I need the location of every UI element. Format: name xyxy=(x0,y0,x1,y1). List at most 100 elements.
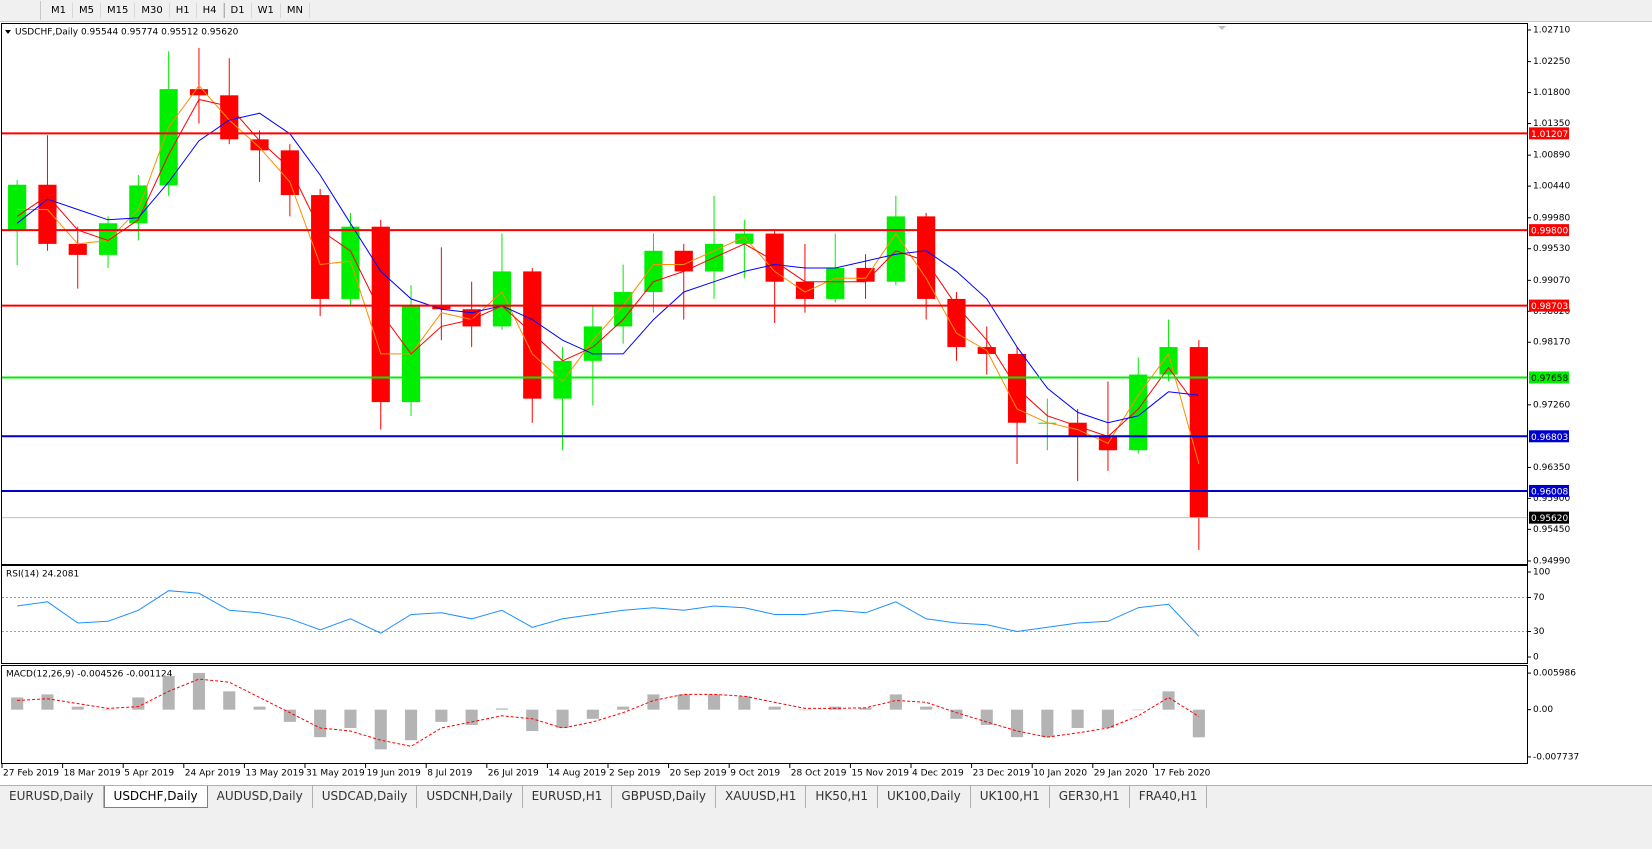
chart-tab[interactable]: USDCHF,Daily xyxy=(103,786,208,808)
title-arrow xyxy=(5,30,11,34)
chart-tab[interactable]: AUDUSD,Daily xyxy=(207,786,313,808)
x-tick-label: 15 Nov 2019 xyxy=(851,769,909,779)
shift-marker xyxy=(1218,26,1226,30)
macd-bar xyxy=(162,676,175,710)
series-line xyxy=(16,98,1200,438)
chart-tab[interactable]: GER30,H1 xyxy=(1049,786,1130,808)
rsi-panel xyxy=(1,565,1528,664)
timeframe[interactable]: W1 xyxy=(252,3,281,18)
y-tick-label: 0.95900 xyxy=(1533,494,1570,504)
y-tick-label: 0.99070 xyxy=(1533,276,1570,286)
y-tick-label: 1.00440 xyxy=(1533,182,1570,192)
timeframe[interactable]: M5 xyxy=(73,3,101,18)
timeframe[interactable]: MN xyxy=(281,3,310,18)
macd-bar xyxy=(192,673,206,710)
macd-bar xyxy=(132,697,145,710)
macd-bar xyxy=(374,709,387,750)
macd-bar xyxy=(980,709,993,725)
x-tick-label: 27 Feb 2019 xyxy=(3,769,59,779)
main-panel xyxy=(1,23,1528,565)
x-tick-label: 28 Oct 2019 xyxy=(791,769,847,779)
macd-bar xyxy=(1041,709,1054,738)
y-tick-label: 1.00890 xyxy=(1533,151,1570,161)
candle-body xyxy=(280,150,299,196)
chart-tab[interactable]: EURUSD,Daily xyxy=(0,786,104,808)
x-tick-label: 13 May 2019 xyxy=(245,769,304,779)
timeframe[interactable]: H1 xyxy=(170,3,197,18)
macd-bar xyxy=(950,709,963,719)
x-tick-label: 23 Dec 2019 xyxy=(973,769,1031,779)
chart-tabs: EURUSD,Daily USDCHF,Daily AUDUSD,Daily USDC… xyxy=(0,785,1652,808)
chart-tab[interactable]: GBPUSD,Daily xyxy=(612,786,716,808)
x-tick-label: 19 Jun 2019 xyxy=(367,769,421,779)
macd-bar xyxy=(707,694,721,710)
y-tick-label: 0.98170 xyxy=(1533,338,1570,348)
macd-bar xyxy=(617,706,630,710)
timeframe[interactable]: D1 xyxy=(223,3,252,18)
timeframe[interactable]: M30 xyxy=(135,3,170,18)
macd-title: MACD(12,26,9) -0.004526 -0.001124 xyxy=(6,670,173,680)
macd-bar xyxy=(41,694,54,710)
level-label-box xyxy=(1529,371,1569,384)
level-label-box xyxy=(1529,224,1569,237)
macd-bar xyxy=(1132,709,1145,711)
last-price-label: 0.95620 xyxy=(1531,514,1568,524)
macd-panel xyxy=(1,665,1528,764)
level-label-box xyxy=(1529,299,1569,312)
candle-body xyxy=(917,216,936,299)
x-tick-label: 4 Dec 2019 xyxy=(912,769,964,779)
timeframe[interactable]: H4 xyxy=(197,3,224,18)
series-line xyxy=(16,112,1199,424)
level-label: 0.97658 xyxy=(1531,374,1568,384)
candle-body xyxy=(38,184,57,244)
chart-title: USDCHF,Daily 0.95544 0.95774 0.95512 0.9… xyxy=(15,28,239,38)
candle-body xyxy=(523,271,542,399)
timeframe[interactable]: M1 xyxy=(45,3,73,18)
y-tick-label: 0.99530 xyxy=(1533,244,1570,254)
candle-body xyxy=(250,139,269,151)
candle-body xyxy=(553,360,572,399)
y-tick-label: 0.97260 xyxy=(1533,400,1570,410)
macd-bar xyxy=(586,709,599,719)
chart-tab[interactable]: FRA40,H1 xyxy=(1129,786,1208,808)
x-tick-label: 10 Jan 2020 xyxy=(1033,769,1087,779)
y-tick-label: 0.96350 xyxy=(1533,463,1570,473)
chart-tab[interactable]: UK100,H1 xyxy=(970,786,1050,808)
chart-tab[interactable]: USDCNH,Daily xyxy=(417,786,523,808)
macd-bar xyxy=(101,709,115,711)
x-tick-label: 8 Jul 2019 xyxy=(427,769,472,779)
y-tick-label: 1.01350 xyxy=(1533,119,1570,129)
candle-body xyxy=(371,226,390,403)
macd-bar xyxy=(677,694,690,710)
macd-bar xyxy=(1192,709,1205,738)
macd-bar xyxy=(526,709,539,732)
macd-bar xyxy=(11,697,24,710)
candle-body xyxy=(674,250,693,272)
x-tick-label: 14 Aug 2019 xyxy=(548,769,606,779)
timeframe[interactable]: M15 xyxy=(101,3,136,18)
chart-tab[interactable]: XAUUSD,H1 xyxy=(716,786,807,808)
macd-bar xyxy=(71,706,84,710)
tools-button[interactable] xyxy=(0,1,41,20)
y-tick-label: 0.95450 xyxy=(1533,525,1570,535)
x-tick-label: 29 Jan 2020 xyxy=(1094,769,1148,779)
candle-body xyxy=(98,223,118,255)
candle-body xyxy=(1038,422,1057,424)
candle-body xyxy=(159,89,178,186)
y-tick-label: 30 xyxy=(1533,627,1545,637)
y-tick-label: 0.00 xyxy=(1533,705,1553,715)
chart-tab[interactable]: HK50,H1 xyxy=(806,786,878,808)
chart-tab[interactable]: UK100,Daily xyxy=(877,786,971,808)
chart-tab[interactable]: USDCAD,Daily xyxy=(312,786,418,808)
candle-body xyxy=(432,305,451,310)
rsi-title: RSI(14) 24.2081 xyxy=(6,570,79,580)
macd-bar xyxy=(768,706,781,710)
chart-tab[interactable]: EURUSD,H1 xyxy=(522,786,613,808)
x-tick-label: 18 Mar 2019 xyxy=(64,769,121,779)
candle-body xyxy=(614,292,633,327)
macd-bar xyxy=(798,709,812,711)
macd-bar xyxy=(889,694,902,710)
y-tick-label: 1.02250 xyxy=(1533,57,1570,67)
level-label: 0.96008 xyxy=(1531,487,1568,497)
